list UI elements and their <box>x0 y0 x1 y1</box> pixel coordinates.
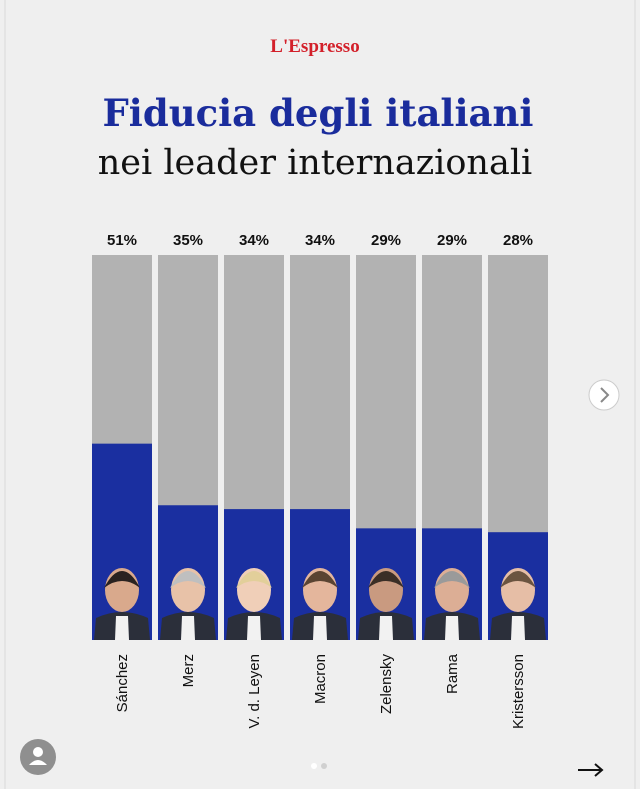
portrait-hair <box>368 571 404 588</box>
portrait-hair <box>500 571 536 588</box>
portrait-hair <box>302 571 338 588</box>
portrait-shirt <box>445 616 459 640</box>
portrait-hair <box>104 571 140 588</box>
x-tick-label: Kristersson <box>510 654 527 729</box>
next-button[interactable] <box>588 379 620 411</box>
value-label: 34% <box>305 232 335 249</box>
next-icon <box>600 387 610 403</box>
portrait-hair <box>170 571 206 588</box>
portrait-shirt <box>313 616 327 640</box>
plot-area: 51% Sánchez 35% Merz 34% V. d. Leyen 34% Macron… <box>92 232 548 729</box>
portrait-hair <box>236 571 272 588</box>
value-label: 29% <box>437 232 467 249</box>
portrait-shirt <box>511 616 525 640</box>
value-label: 51% <box>107 232 137 249</box>
x-tick-label: Merz <box>180 654 197 687</box>
carousel-dot <box>321 763 327 769</box>
portrait-shirt <box>181 616 195 640</box>
x-tick-label: V. d. Leyen <box>246 654 263 729</box>
brand-logo: L'Espresso <box>270 36 359 57</box>
chart-title: Fiducia degli italiani <box>103 91 534 135</box>
value-label: 29% <box>371 232 401 249</box>
x-tick-label: Rama <box>444 653 461 694</box>
portrait-hair <box>434 571 470 588</box>
x-tick-label: Macron <box>312 654 329 704</box>
value-label: 35% <box>173 232 203 249</box>
portrait-shirt <box>379 616 393 640</box>
profile-icon <box>33 747 43 757</box>
next-arrow[interactable] <box>578 763 604 777</box>
value-label: 28% <box>503 232 533 249</box>
profile-icon <box>29 760 47 765</box>
portrait-shirt <box>247 616 261 640</box>
chart-subtitle: nei leader internazionali <box>98 143 532 183</box>
x-tick-label: Sánchez <box>114 654 131 712</box>
x-tick-label: Zelensky <box>378 654 395 715</box>
carousel-dot <box>311 763 317 769</box>
value-label: 34% <box>239 232 269 249</box>
portrait-shirt <box>115 616 129 640</box>
